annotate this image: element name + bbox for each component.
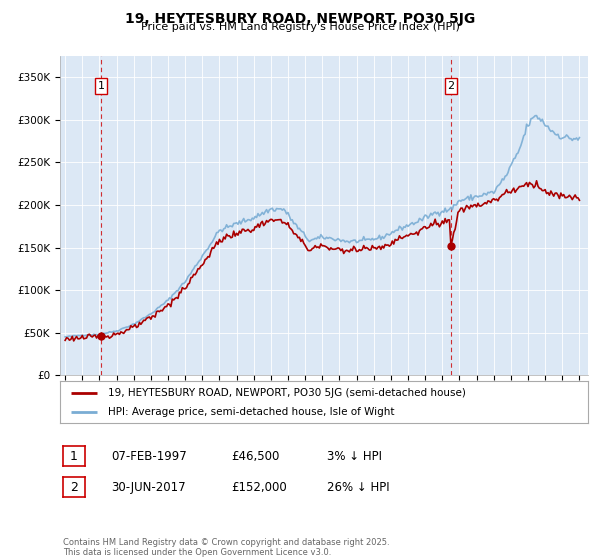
Text: HPI: Average price, semi-detached house, Isle of Wight: HPI: Average price, semi-detached house,… (107, 407, 394, 417)
Text: 07-FEB-1997: 07-FEB-1997 (111, 450, 187, 463)
Text: 30-JUN-2017: 30-JUN-2017 (111, 480, 185, 494)
Text: 1: 1 (70, 450, 78, 463)
Text: 19, HEYTESBURY ROAD, NEWPORT, PO30 5JG: 19, HEYTESBURY ROAD, NEWPORT, PO30 5JG (125, 12, 475, 26)
Text: 2: 2 (70, 480, 78, 494)
Text: 19, HEYTESBURY ROAD, NEWPORT, PO30 5JG (semi-detached house): 19, HEYTESBURY ROAD, NEWPORT, PO30 5JG (… (107, 388, 466, 398)
Text: £46,500: £46,500 (231, 450, 280, 463)
Text: 2: 2 (447, 81, 454, 91)
Text: Contains HM Land Registry data © Crown copyright and database right 2025.
This d: Contains HM Land Registry data © Crown c… (63, 538, 389, 557)
Text: 3% ↓ HPI: 3% ↓ HPI (327, 450, 382, 463)
Text: 1: 1 (98, 81, 104, 91)
Text: 26% ↓ HPI: 26% ↓ HPI (327, 480, 389, 494)
Text: Price paid vs. HM Land Registry's House Price Index (HPI): Price paid vs. HM Land Registry's House … (140, 22, 460, 32)
Text: £152,000: £152,000 (231, 480, 287, 494)
